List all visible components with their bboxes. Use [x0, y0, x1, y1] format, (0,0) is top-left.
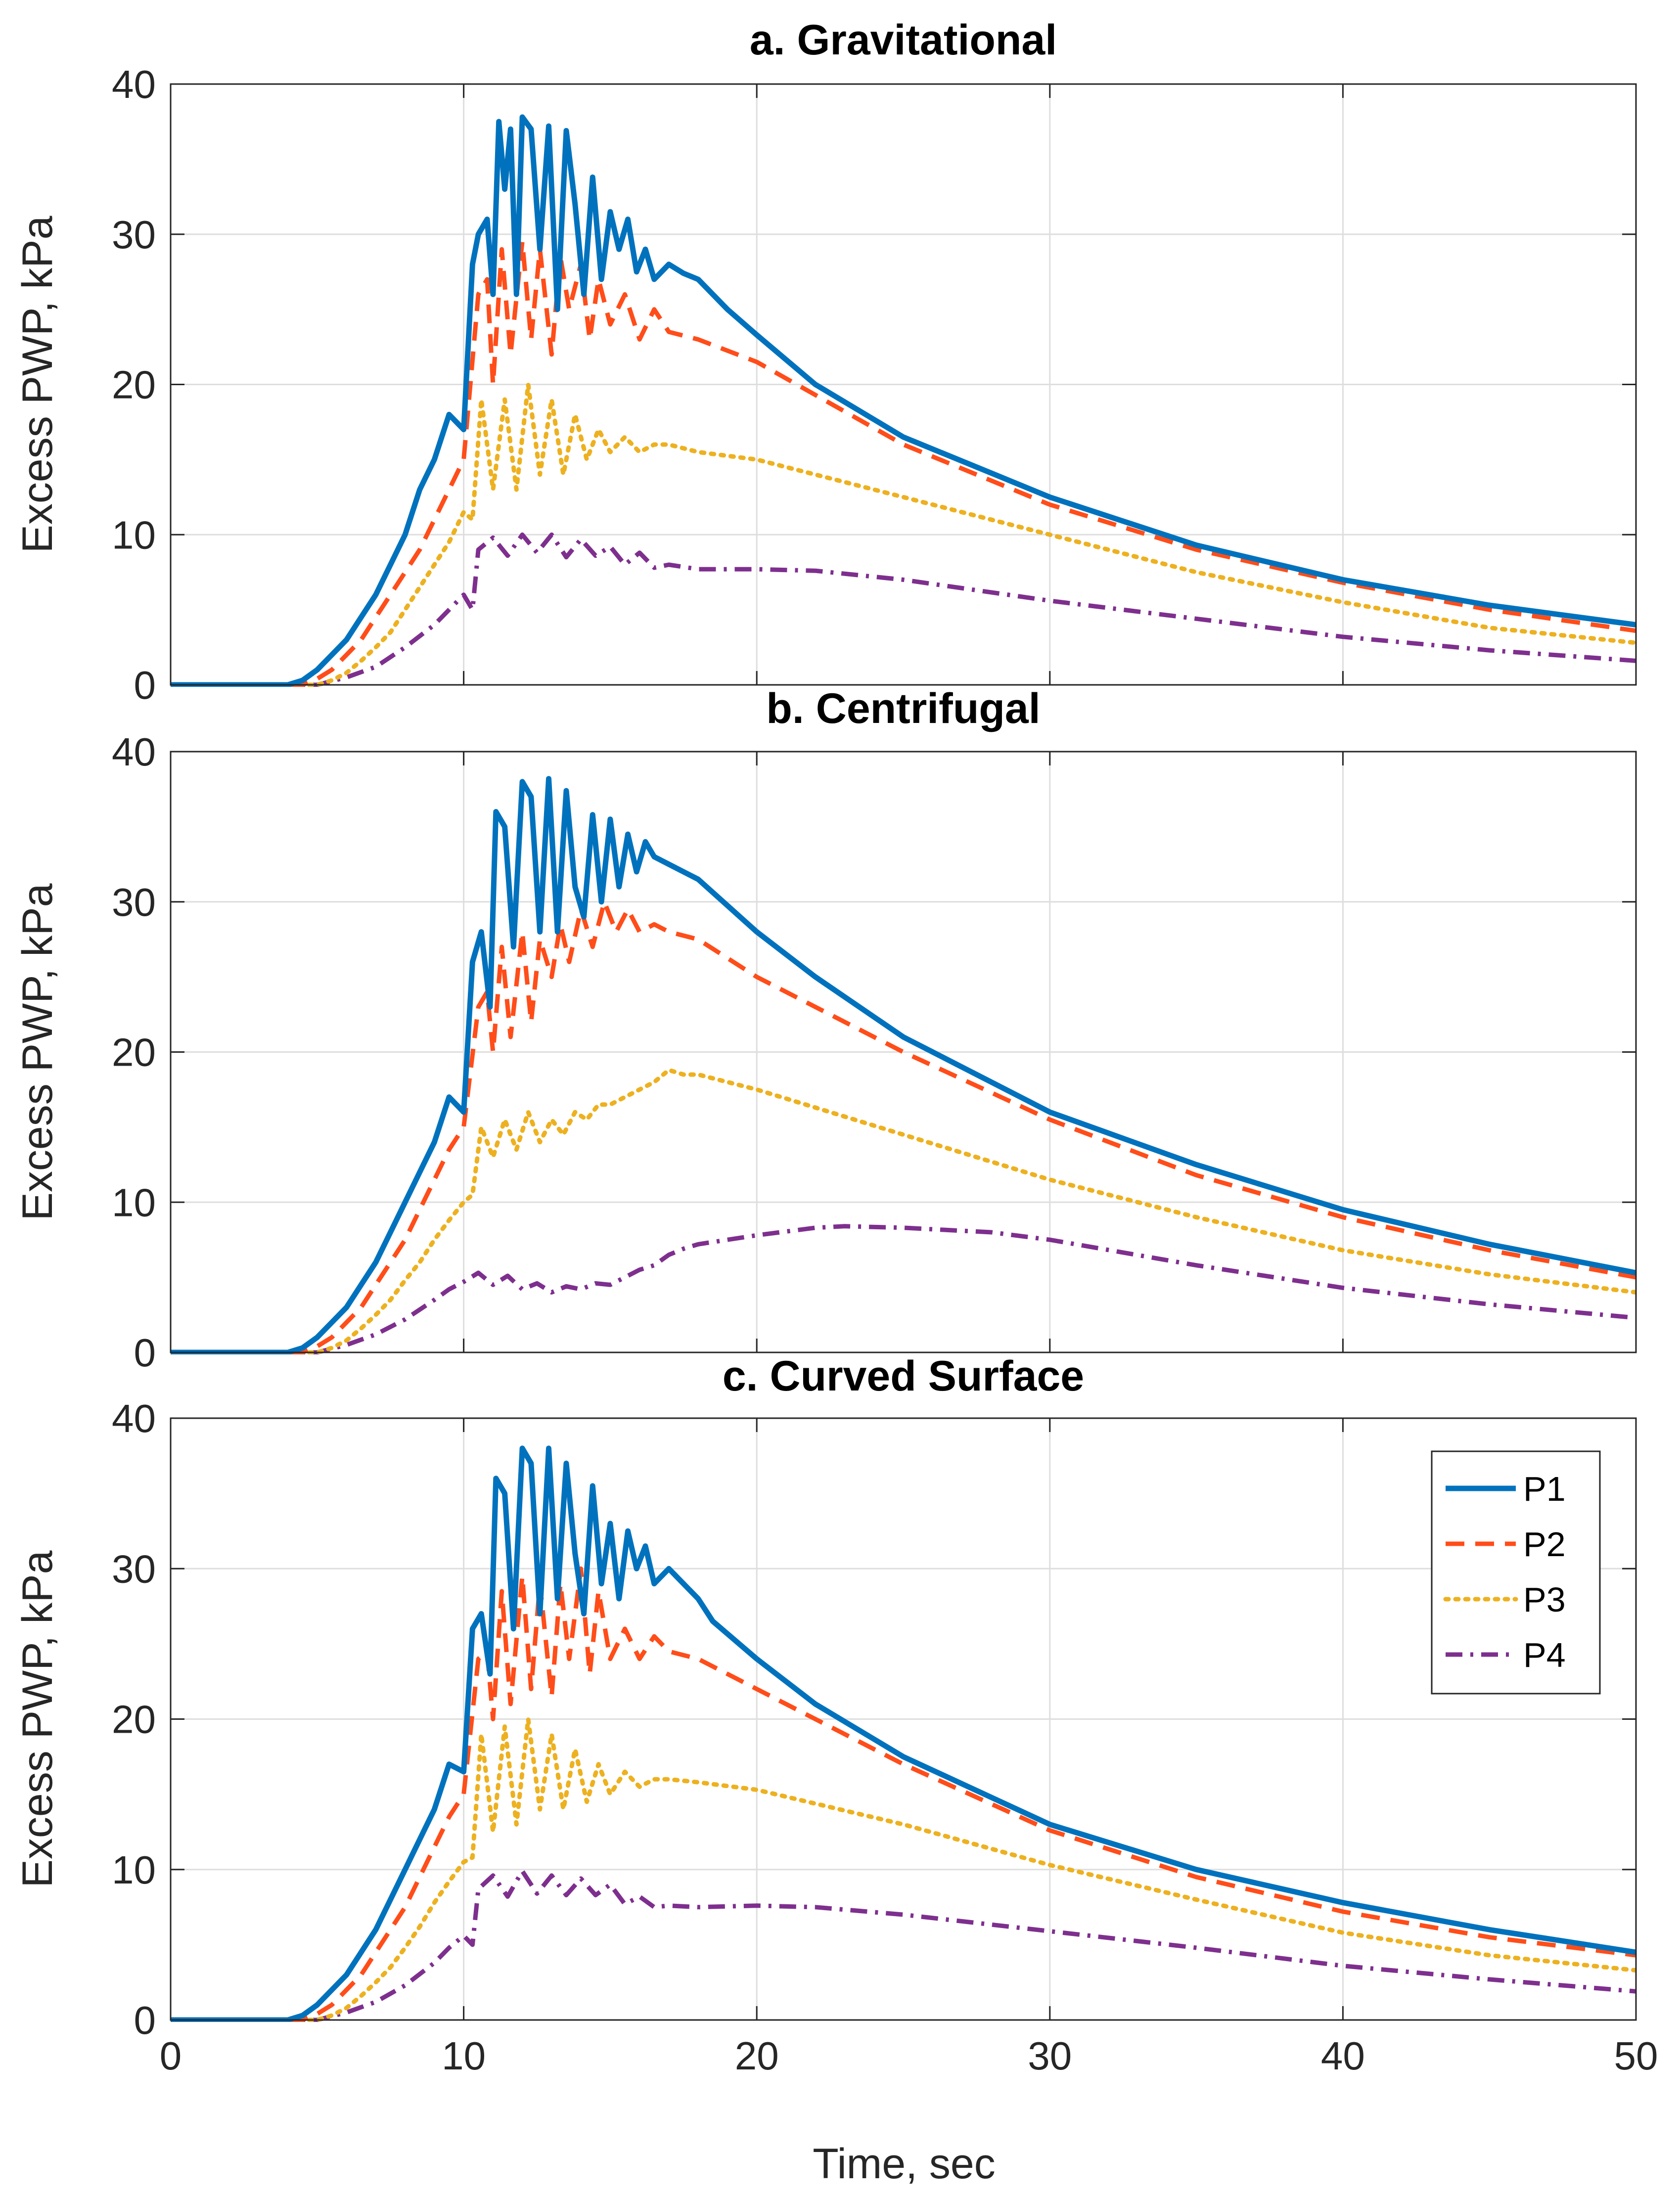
series-line-p3: [171, 1717, 1636, 2022]
panel-title: c. Curved Surface: [723, 1352, 1084, 1400]
series-group: [171, 1445, 1636, 2022]
x-tick-label: 30: [1028, 2034, 1072, 2078]
panels-layer: 0 10 20 30 40 a. Gravitational Excess PWP, kPa…: [14, 16, 1658, 2078]
series-line-p1: [171, 114, 1636, 687]
legend: P1 P2 P3 P4: [1431, 1450, 1601, 1695]
x-axis-label: Time, sec: [813, 2140, 996, 2188]
y-axis-label: Excess PWP, kPa: [14, 1550, 61, 1887]
x-tick-label: 0: [160, 2034, 182, 2078]
panel-title: b. Centrifugal: [766, 685, 1040, 732]
series-group: [171, 114, 1636, 687]
chart-panel-2: 0 10 20 30 40 b. Centrifugal Excess PWP, kPa: [14, 685, 1637, 1375]
legend-label-p3: P3: [1523, 1580, 1566, 1619]
y-tick-label: 20: [112, 1698, 156, 1742]
series-line-p3: [171, 1068, 1636, 1354]
y-tick-label: 30: [112, 213, 156, 257]
y-tick-label: 30: [112, 1547, 156, 1591]
y-tick-label: 10: [112, 513, 156, 557]
x-tick-label: 20: [735, 2034, 779, 2078]
y-tick-label: 10: [112, 1848, 156, 1892]
y-tick-label: 30: [112, 880, 156, 924]
series-line-p3: [171, 382, 1636, 687]
series-line-p4: [171, 532, 1636, 687]
series-line-p4: [171, 1224, 1636, 1354]
y-tick-label: 40: [112, 1396, 156, 1440]
series-line-p1: [171, 776, 1636, 1354]
series-line-p4: [171, 1869, 1636, 2022]
panel-title: a. Gravitational: [750, 16, 1057, 64]
y-tick-label: 20: [112, 363, 156, 407]
legend-label-p2: P2: [1523, 1525, 1566, 1564]
chart-panel-1: 0 10 20 30 40 a. Gravitational Excess PWP, kPa: [14, 16, 1637, 707]
series-line-p1: [171, 1445, 1636, 2022]
x-tick-label: 50: [1614, 2034, 1658, 2078]
x-tick-label: 10: [442, 2034, 486, 2078]
y-axis-label: Excess PWP, kPa: [14, 883, 61, 1220]
y-tick-label: 40: [112, 730, 156, 774]
y-tick-label: 10: [112, 1180, 156, 1224]
x-tick-label: 40: [1321, 2034, 1365, 2078]
y-tick-label: 40: [112, 62, 156, 106]
y-tick-label: 20: [112, 1031, 156, 1075]
series-line-p2: [171, 899, 1636, 1354]
y-tick-label: 0: [134, 1998, 156, 2042]
series-line-p2: [171, 1566, 1636, 2022]
y-axis-label: Excess PWP, kPa: [14, 216, 61, 553]
legend-label-p4: P4: [1523, 1636, 1566, 1674]
y-tick-label: 0: [134, 663, 156, 707]
y-tick-label: 0: [134, 1331, 156, 1375]
series-line-p2: [171, 239, 1636, 687]
legend-label-p1: P1: [1523, 1470, 1566, 1508]
chart-panel-3: 0 10 20 30 40 0 10 20 30 40 50 c. Curved Surface Exc…: [14, 1352, 1658, 2078]
series-group: [171, 776, 1636, 1354]
